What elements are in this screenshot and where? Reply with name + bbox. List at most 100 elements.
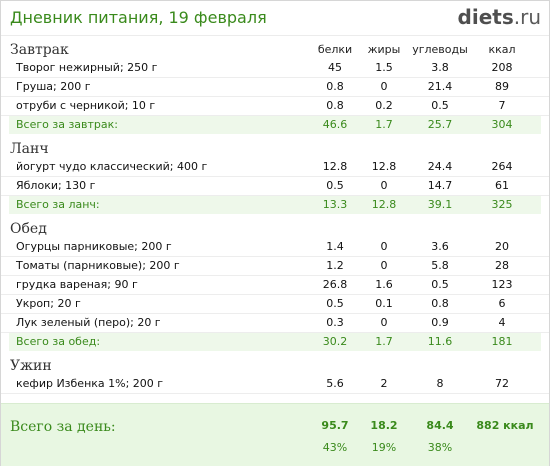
food-carbs: 0.9 (431, 316, 449, 329)
food-carbs: 21.4 (427, 80, 453, 93)
food-row: кефир Избенка 1%; 200 г 5.6 2 8 72 (1, 375, 549, 394)
food-fat: 0 (380, 259, 388, 272)
meal-total-fat: 1.7 (375, 335, 393, 348)
meal-total-protein: 13.3 (322, 198, 348, 211)
food-row: Огурцы парниковые; 200 г 1.4 0 3.6 20 (1, 238, 549, 257)
food-carbs: 3.8 (431, 61, 449, 74)
food-carbs: 0.8 (431, 297, 449, 310)
food-protein: 0.5 (326, 179, 344, 192)
food-carbs: 0.5 (431, 278, 449, 291)
food-name: отруби с черникой; 10 г (16, 99, 156, 112)
meal-title: Обед (10, 221, 47, 237)
day-total-label: Всего за день: (10, 419, 116, 435)
food-kcal: 208 (491, 61, 513, 74)
header: Дневник питания, 19 февраля diets.ru (1, 1, 549, 35)
food-kcal: 20 (495, 240, 509, 253)
food-protein: 0.5 (326, 297, 344, 310)
logo-tld: .ru (513, 5, 541, 29)
column-header-kcal: ккал (488, 43, 516, 56)
meal-section-header: Ланч (1, 134, 549, 158)
food-protein: 1.2 (326, 259, 344, 272)
meal-total-label: Всего за ланч: (16, 198, 100, 211)
food-kcal: 7 (498, 99, 506, 112)
food-fat: 0 (380, 316, 388, 329)
food-fat: 1.5 (375, 61, 393, 74)
meal-total-kcal: 325 (491, 198, 513, 211)
meals-table: Завтрак белки жиры углеводы ккал Творог нежир… (1, 35, 549, 394)
meal-total-carbs: 11.6 (427, 335, 453, 348)
food-row: Груша; 200 г 0.8 0 21.4 89 (1, 78, 549, 97)
food-name: кефир Избенка 1%; 200 г (16, 377, 164, 390)
food-name: Томаты (парниковые); 200 г (16, 259, 180, 272)
food-protein: 0.3 (326, 316, 344, 329)
food-name: Лук зеленый (перо); 20 г (16, 316, 161, 329)
food-row: грудка вареная; 90 г 26.8 1.6 0.5 123 (1, 276, 549, 295)
food-row: Лук зеленый (перо); 20 г 0.3 0 0.9 4 (1, 314, 549, 333)
food-kcal: 4 (498, 316, 506, 329)
day-total-carbs: 84.4 (426, 419, 454, 432)
food-kcal: 6 (498, 297, 506, 310)
site-logo[interactable]: diets.ru (458, 5, 541, 29)
day-carbs-percent: 38% (427, 441, 453, 454)
food-fat: 0.2 (375, 99, 393, 112)
meal-total-label: Всего за завтрак: (16, 118, 119, 131)
food-carbs: 5.8 (431, 259, 449, 272)
day-fat-percent: 19% (371, 441, 397, 454)
food-carbs: 8 (436, 377, 444, 390)
day-total: Всего за день: 95.7 18.2 84.4 882 ккал 4… (1, 403, 549, 466)
food-kcal: 89 (495, 80, 509, 93)
meal-section-header: Завтрак белки жиры углеводы ккал (1, 35, 549, 59)
food-name: йогурт чудо классический; 400 г (16, 160, 208, 173)
food-row: Укроп; 20 г 0.5 0.1 0.8 6 (1, 295, 549, 314)
food-fat: 2 (380, 377, 388, 390)
meal-total-row: Всего за завтрак: 46.6 1.7 25.7 304 (9, 116, 541, 134)
page-title: Дневник питания, 19 февраля (10, 8, 267, 27)
food-carbs: 14.7 (427, 179, 453, 192)
food-fat: 0 (380, 179, 388, 192)
meal-total-row: Всего за ланч: 13.3 12.8 39.1 325 (9, 196, 541, 214)
food-row: Томаты (парниковые); 200 г 1.2 0 5.8 28 (1, 257, 549, 276)
food-carbs: 3.6 (431, 240, 449, 253)
meal-total-carbs: 25.7 (427, 118, 453, 131)
food-name: Укроп; 20 г (16, 297, 81, 310)
meal-total-protein: 30.2 (322, 335, 348, 348)
day-protein-percent: 43% (322, 441, 348, 454)
food-protein: 26.8 (322, 278, 348, 291)
food-protein: 0.8 (326, 80, 344, 93)
meal-total-kcal: 181 (491, 335, 513, 348)
meal-total-carbs: 39.1 (427, 198, 453, 211)
food-name: Груша; 200 г (16, 80, 91, 93)
food-kcal: 264 (491, 160, 513, 173)
food-protein: 5.6 (326, 377, 344, 390)
food-fat: 12.8 (371, 160, 397, 173)
food-fat: 0.1 (375, 297, 393, 310)
meal-title: Ужин (10, 358, 52, 374)
logo-main: diets (457, 5, 514, 29)
meal-total-label: Всего за обед: (16, 335, 101, 348)
day-total-kcal: 882 ккал (476, 419, 534, 432)
meal-title: Ланч (10, 141, 49, 157)
food-row: отруби с черникой; 10 г 0.8 0.2 0.5 7 (1, 97, 549, 116)
meal-total-kcal: 304 (491, 118, 513, 131)
food-carbs: 24.4 (427, 160, 453, 173)
meal-total-fat: 1.7 (375, 118, 393, 131)
column-header-carbs: углеводы (412, 43, 468, 56)
food-fat: 0 (380, 80, 388, 93)
food-row: Яблоки; 130 г 0.5 0 14.7 61 (1, 177, 549, 196)
meal-title: Завтрак (10, 42, 69, 58)
food-kcal: 61 (495, 179, 509, 192)
food-kcal: 28 (495, 259, 509, 272)
food-name: Огурцы парниковые; 200 г (16, 240, 172, 253)
food-row: Творог нежирный; 250 г 45 1.5 3.8 208 (1, 59, 549, 78)
food-fat: 0 (380, 240, 388, 253)
food-kcal: 123 (491, 278, 513, 291)
column-header-protein: белки (317, 43, 353, 56)
food-carbs: 0.5 (431, 99, 449, 112)
food-fat: 1.6 (375, 278, 393, 291)
meal-total-protein: 46.6 (322, 118, 348, 131)
meal-total-fat: 12.8 (371, 198, 397, 211)
day-total-protein: 95.7 (321, 419, 349, 432)
food-protein: 12.8 (322, 160, 348, 173)
food-kcal: 72 (495, 377, 509, 390)
